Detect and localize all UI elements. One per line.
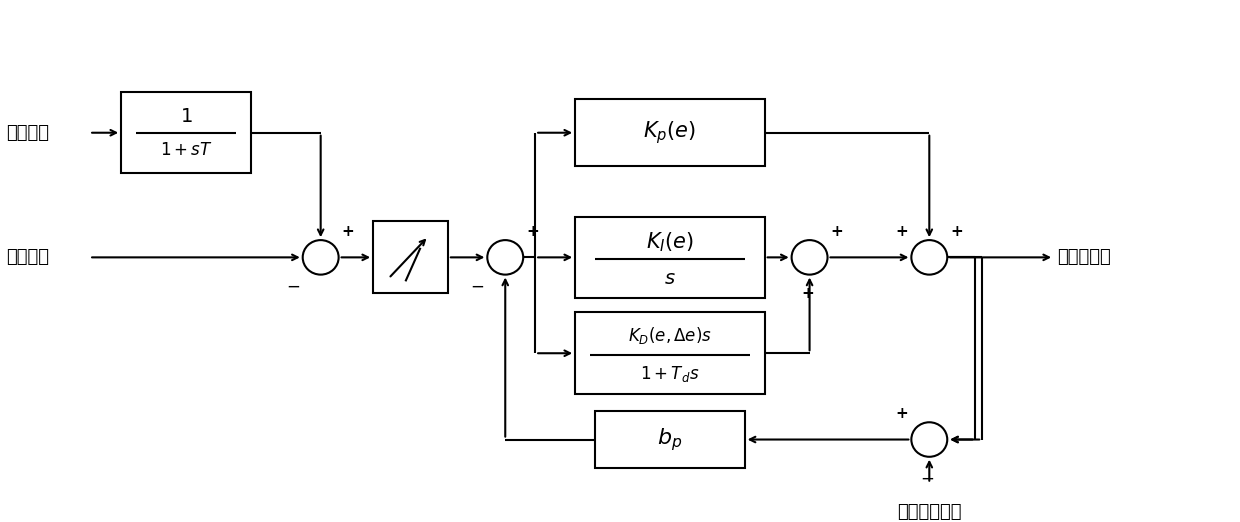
Bar xyxy=(575,313,765,394)
Text: +: + xyxy=(895,406,909,421)
Text: $s$: $s$ xyxy=(663,269,676,288)
Circle shape xyxy=(303,240,339,275)
Circle shape xyxy=(911,240,947,275)
Text: +: + xyxy=(831,224,843,239)
Text: +: + xyxy=(895,224,909,239)
Circle shape xyxy=(487,240,523,275)
Text: $1+sT$: $1+sT$ xyxy=(160,141,212,159)
Text: 控制器输出: 控制器输出 xyxy=(1056,248,1111,266)
Text: $1$: $1$ xyxy=(180,107,192,126)
Text: +: + xyxy=(801,286,813,301)
Text: $K_D(e,\Delta e)s$: $K_D(e,\Delta e)s$ xyxy=(627,326,712,347)
Bar xyxy=(575,99,765,167)
Text: $-$: $-$ xyxy=(470,277,485,294)
Bar xyxy=(595,411,745,468)
Circle shape xyxy=(791,240,827,275)
Text: $1+T_d s$: $1+T_d s$ xyxy=(640,364,699,384)
Text: $K_I(e)$: $K_I(e)$ xyxy=(646,230,694,254)
Text: +: + xyxy=(526,224,539,239)
Text: $-$: $-$ xyxy=(920,468,935,487)
Text: 导叶开度给定: 导叶开度给定 xyxy=(897,503,961,521)
Text: 机频反馈: 机频反馈 xyxy=(6,124,50,142)
Bar xyxy=(373,221,448,293)
Text: +: + xyxy=(950,224,963,239)
Bar xyxy=(122,92,250,173)
Text: $-$: $-$ xyxy=(285,277,300,294)
Text: $K_p(e)$: $K_p(e)$ xyxy=(644,120,697,146)
Text: $b_p$: $b_p$ xyxy=(657,426,682,453)
Circle shape xyxy=(911,422,947,457)
Text: +: + xyxy=(342,224,355,239)
Bar xyxy=(575,217,765,298)
Text: 机频给定: 机频给定 xyxy=(6,248,50,266)
